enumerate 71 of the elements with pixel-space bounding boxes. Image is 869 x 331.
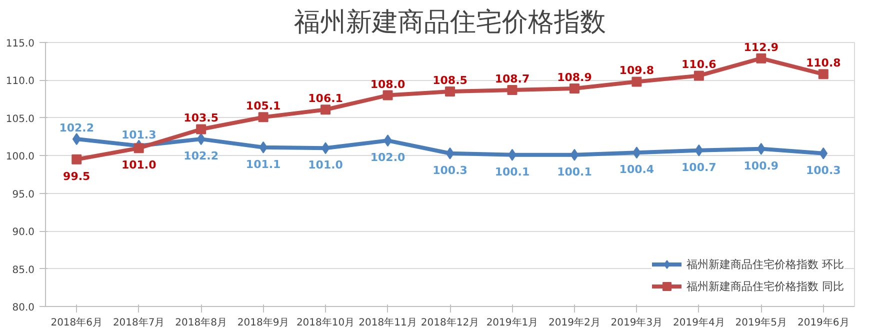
point [196,133,206,146]
x-tick-label: 2018年9月 [237,316,290,328]
point [570,148,579,161]
y-tick-label: 100.0 [6,152,35,163]
x-tick-label: 2019年2月 [548,316,600,328]
point [72,133,81,146]
data-label: 102.0 [370,151,406,164]
data-label: 102.2 [59,122,94,135]
x-tick-label: 2019年6月 [797,316,850,328]
y-tick-label: 80.0 [12,302,34,314]
point [819,147,828,160]
x-tick-label: 2018年6月 [50,316,103,328]
point [134,143,144,154]
point [756,53,766,64]
y-tick-label: 90.0 [12,227,34,238]
x-tick-label: 2018年12月 [420,316,480,328]
y-tick-label: 95.0 [12,189,34,200]
data-label: 100.3 [432,164,468,177]
data-label: 100.1 [494,165,530,178]
point [320,104,331,115]
point [72,154,82,164]
data-label: 108.7 [494,72,530,86]
data-label: 106.1 [308,92,343,106]
chart-title: 福州新建商品住宅价格指数 [294,8,606,38]
point [321,142,330,154]
data-label: 101.0 [308,158,344,172]
data-label: 99.5 [63,170,90,183]
data-label: 101.0 [121,158,157,172]
x-tick-label: 2018年10月 [296,316,355,328]
point [382,90,393,100]
point [446,147,454,160]
x-tick-label: 2019年4月 [673,316,725,328]
data-label: 100.7 [682,160,716,174]
x-tick-label: 2019年1月 [486,316,538,328]
data-label: 100.9 [744,159,779,172]
x-tick-label: 2019年3月 [610,316,663,328]
data-label: 112.9 [744,40,779,54]
data-label: 100.3 [806,164,841,177]
data-label: 101.1 [246,158,281,171]
y-tick-label: 115.0 [6,38,35,50]
data-label: 100.1 [557,165,592,178]
data-label: 102.2 [184,150,218,163]
point [507,85,518,96]
point [694,70,704,81]
point [445,86,455,97]
data-label: 110.6 [682,58,717,72]
data-label: 108.5 [432,74,468,88]
point [818,69,828,80]
data-label: 105.1 [246,100,281,113]
data-label: 101.3 [121,128,156,142]
point [756,142,766,155]
y-tick-label: 105.0 [6,114,35,125]
x-tick-label: 2018年7月 [112,316,165,328]
data-label: 103.5 [184,112,218,125]
point [694,144,704,156]
data-label: 110.8 [806,56,841,70]
x-tick-label: 2019年5月 [735,316,788,328]
point [196,124,206,134]
point [632,76,642,87]
legend-label: 福州新建商品住宅价格指数 环比 [686,256,844,272]
point [258,112,268,122]
data-label: 100.4 [619,163,654,176]
data-label: 108.9 [557,71,592,84]
legend-label: 福州新建商品住宅价格指数 同比 [686,278,844,294]
y-tick-label: 110.0 [6,76,35,88]
x-tick-label: 2018年11月 [358,316,417,328]
point [569,84,580,94]
x-tick-label: 2018年8月 [175,316,227,328]
data-label: 108.0 [370,78,406,91]
data-label: 109.8 [619,64,654,78]
y-tick-label: 85.0 [12,264,34,276]
